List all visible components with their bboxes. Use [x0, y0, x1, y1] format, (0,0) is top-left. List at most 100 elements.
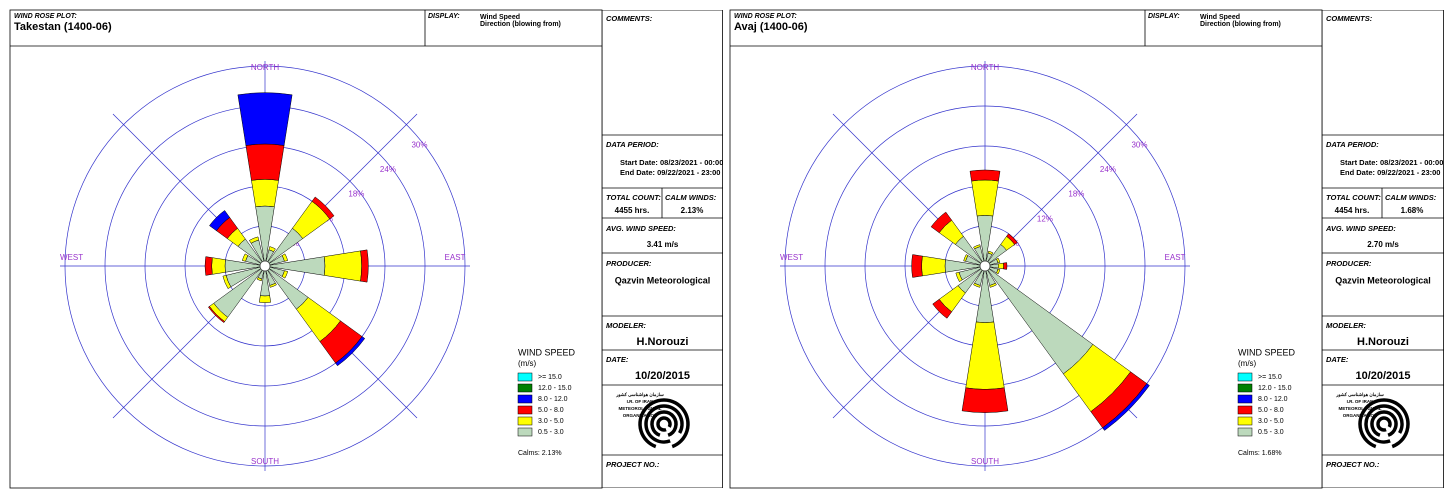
legend-label: 12.0 - 15.0: [538, 385, 572, 392]
panel-label: DATE:: [606, 355, 629, 364]
petal-segment: [204, 256, 213, 276]
legend-label: 12.0 - 15.0: [1258, 385, 1292, 392]
range-ring: [824, 105, 1146, 427]
legend-label: >= 15.0: [538, 374, 562, 381]
legend-swatch: [517, 427, 533, 437]
petal-segment: [245, 143, 285, 181]
ring-label: 30%: [1131, 140, 1147, 149]
calm-circle: [259, 260, 271, 272]
logo-spiral: [638, 398, 690, 449]
panel-value: Qazvin Meteorological: [615, 275, 711, 285]
display-text: Direction (blowing from): [1200, 21, 1281, 28]
legend-label: 8.0 - 12.0: [1258, 396, 1288, 403]
logo-text: I.R. OF IRAN: [1347, 399, 1374, 404]
compass-label: WEST: [780, 253, 803, 262]
logo-spiral: [1364, 404, 1404, 444]
ring-label: 24%: [380, 165, 396, 174]
compass-label: WEST: [60, 253, 83, 262]
legend-title: WIND SPEED: [1238, 347, 1296, 357]
petal-segment: [955, 271, 963, 283]
panel-label: TOTAL COUNT:: [1326, 193, 1381, 202]
petal-segment: [961, 387, 1009, 413]
legend-title: WIND SPEED: [518, 347, 576, 357]
petal-segment: [911, 254, 923, 278]
ring-label: 24%: [1100, 165, 1116, 174]
petal-segment: [208, 306, 225, 323]
compass-label: SOUTH: [251, 457, 279, 466]
panel-value: 2.13%: [681, 206, 704, 215]
logo-text: I.R. OF IRAN: [627, 399, 654, 404]
panel-label: AVG. WIND SPEED:: [1325, 224, 1396, 233]
panel-label: DATA PERIOD:: [1326, 140, 1379, 149]
panel-label: DATA PERIOD:: [606, 140, 659, 149]
panel-label: PROJECT NO.:: [606, 460, 660, 469]
range-ring: [784, 65, 1186, 467]
petal-segment: [969, 169, 1001, 182]
compass-label: EAST: [445, 253, 466, 262]
ring-label: 18%: [348, 190, 364, 199]
panel-label: PRODUCER:: [606, 259, 652, 268]
petal-segment: [360, 249, 369, 283]
petal-segment: [256, 277, 263, 282]
petal-segment: [281, 253, 288, 262]
petal-segment: [281, 270, 288, 279]
legend-label: 0.5 - 3.0: [1258, 429, 1284, 436]
compass-label: EAST: [1165, 253, 1186, 262]
panel-frame: [602, 10, 723, 488]
legend-swatch: [1237, 394, 1253, 404]
display-label: DISPLAY:: [1148, 13, 1180, 20]
panel-label: COMMENTS:: [606, 14, 653, 23]
legend-label: 3.0 - 5.0: [1258, 418, 1284, 425]
chart-title: Avaj (1400-06): [734, 21, 808, 33]
logo-spiral: [1376, 416, 1392, 432]
petal-segment: [242, 253, 249, 262]
panel-value: End Date: 09/22/2021 - 23:00: [1340, 168, 1440, 177]
petal-segment: [1102, 383, 1150, 431]
petal-segment: [1003, 262, 1008, 270]
legend-label: >= 15.0: [1258, 374, 1282, 381]
petal-segment: [973, 244, 981, 250]
petal-segment: [965, 321, 1005, 390]
legend-label: 8.0 - 12.0: [538, 396, 568, 403]
range-ring: [64, 65, 466, 467]
petal-segment: [323, 250, 362, 282]
plot-frame: [9, 9, 603, 489]
logo-spiral: [650, 410, 678, 437]
legend-swatch: [517, 372, 533, 382]
logo-spiral: [1358, 398, 1410, 449]
legend-label: 5.0 - 8.0: [538, 407, 564, 414]
logo-text: سازمان هواشناسی کشور: [1335, 392, 1384, 398]
logo-text: METEOROLOGICAL: [1339, 406, 1382, 411]
panel-label: CALM WINDS:: [665, 193, 717, 202]
display-label: DISPLAY:: [428, 13, 460, 20]
panel-value: 4455 hrs.: [615, 206, 650, 215]
display-text: Wind Speed: [480, 14, 520, 21]
panel-value: Start Date: 08/23/2021 - 00:00: [1340, 158, 1443, 167]
panel-value: End Date: 09/22/2021 - 23:00: [620, 168, 720, 177]
legend-swatch: [517, 416, 533, 426]
panel-label: DATE:: [1326, 355, 1349, 364]
ring-label: 12%: [1037, 214, 1053, 223]
petal-segment: [209, 210, 231, 232]
panel-value: Qazvin Meteorological: [1335, 275, 1431, 285]
compass-label: NORTH: [971, 63, 1000, 72]
panel-label: TOTAL COUNT:: [606, 193, 661, 202]
panel-label: MODELER:: [1326, 321, 1367, 330]
legend-label: 3.0 - 5.0: [538, 418, 564, 425]
legend-label: 0.5 - 3.0: [538, 429, 564, 436]
panel-frame: [1322, 10, 1444, 488]
panel-value: 10/20/2015: [635, 370, 690, 382]
panel-value: 1.68%: [1401, 206, 1424, 215]
petal-segment: [997, 262, 1004, 270]
legend-swatch: [517, 405, 533, 415]
legend-swatch: [1237, 427, 1253, 437]
petal-segment: [248, 236, 260, 244]
logo-text: METEOROLOGICAL: [619, 406, 662, 411]
logo-spiral: [644, 404, 684, 444]
panel-value: 3.41 m/s: [647, 240, 679, 249]
plot-label: WIND ROSE PLOT:: [14, 13, 77, 20]
petal-segment: [211, 257, 226, 275]
petal-segment: [973, 282, 981, 288]
petal-segment: [989, 282, 997, 288]
